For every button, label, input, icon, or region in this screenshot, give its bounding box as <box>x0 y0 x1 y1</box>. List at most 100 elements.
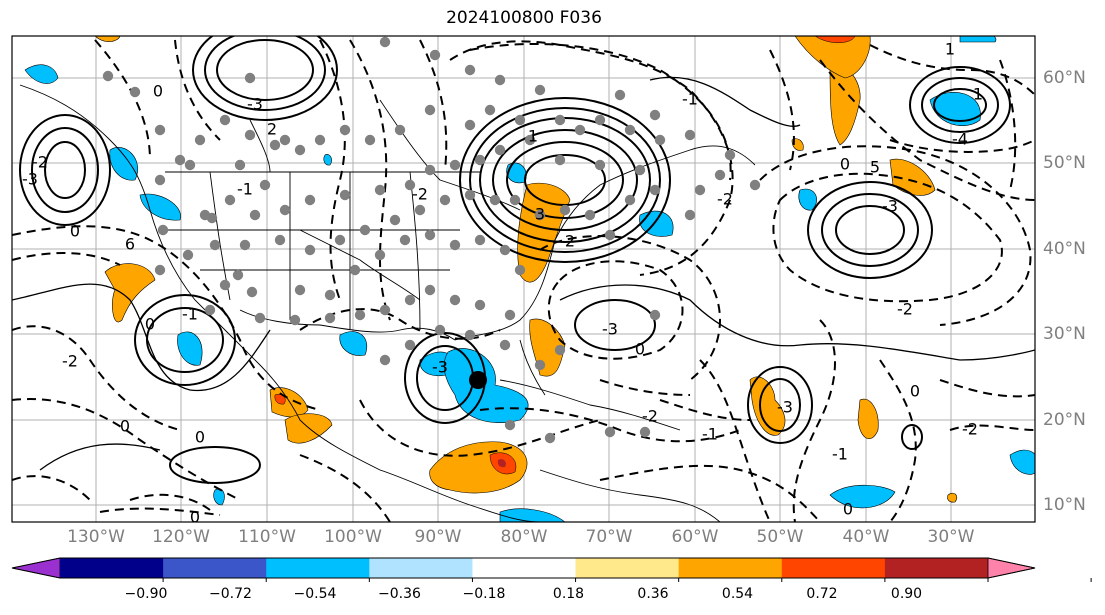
contour-label: 0 <box>840 155 850 174</box>
station-dot <box>404 179 416 191</box>
contour-label-group: 0000000000-1-1-1-1-2-2-2-2-2-2-2-3-3-3-3… <box>22 40 983 527</box>
negative-anomaly-shading <box>24 36 1035 522</box>
station-dot <box>259 179 271 191</box>
station-dot <box>684 209 696 221</box>
station-dot <box>474 154 486 166</box>
station-dot <box>359 224 371 236</box>
colorbar-segment <box>266 558 370 578</box>
colorbar-tick-label: −0.90 <box>124 586 168 602</box>
station-dot <box>154 174 166 186</box>
station-dot <box>174 154 186 166</box>
contour-label: -3 <box>432 358 448 377</box>
contour-label: 0 <box>910 382 920 401</box>
storm-center-marker <box>469 371 487 389</box>
station-dot <box>544 432 556 444</box>
longitude-label: 120°W <box>152 527 210 547</box>
contour-label: 0 <box>195 428 205 447</box>
contour-label: -2 <box>32 153 48 172</box>
station-dot <box>194 134 206 146</box>
contour-label: 0 <box>843 500 853 519</box>
station-dot <box>374 249 386 261</box>
station-dot <box>294 144 306 156</box>
colorbar-segment <box>163 558 267 578</box>
colorbar-segment <box>678 558 783 578</box>
station-dot <box>449 239 461 251</box>
solid-contours <box>19 36 1011 484</box>
contour-label: -3 <box>22 170 38 189</box>
station-dot <box>199 209 211 221</box>
colorbar-segment <box>60 558 164 578</box>
latitude-label: 50°N <box>1043 153 1086 173</box>
station-dot <box>424 104 436 116</box>
station-dot <box>509 194 521 206</box>
colorbar <box>11 557 1092 582</box>
station-dot <box>584 209 596 221</box>
station-dot <box>449 159 461 171</box>
longitude-label: 50°W <box>756 527 804 547</box>
station-dot <box>634 164 646 176</box>
station-dot <box>389 214 401 226</box>
contour-label: -2 <box>642 407 658 426</box>
contour-label: -2 <box>62 352 78 371</box>
station-dot <box>279 204 291 216</box>
station-dot <box>209 239 221 251</box>
contour-label: 0 <box>70 222 80 241</box>
station-dot <box>379 36 391 48</box>
station-dot <box>239 239 251 251</box>
station-dot <box>504 309 516 321</box>
contour-label: 0 <box>145 315 155 334</box>
station-dot <box>534 84 546 96</box>
station-dot <box>554 154 566 166</box>
station-dot <box>269 139 281 151</box>
map-frame <box>11 35 1036 523</box>
colorbar-tick-label: −0.18 <box>462 586 506 602</box>
station-dot <box>424 284 436 296</box>
station-dot <box>614 89 626 101</box>
station-dot <box>464 119 476 131</box>
station-dot <box>254 312 266 324</box>
station-dot <box>102 70 114 82</box>
station-dot <box>534 209 546 221</box>
colorbar-segment <box>884 558 989 578</box>
contour-label: 5 <box>870 158 880 177</box>
station-dot <box>324 312 336 324</box>
station-dot <box>424 164 436 176</box>
station-dot <box>154 264 166 276</box>
colorbar-tick-label: 0.18 <box>552 586 585 602</box>
station-dot <box>234 159 246 171</box>
station-dot <box>649 309 661 321</box>
station-dot <box>464 189 476 201</box>
station-dot <box>249 209 261 221</box>
station-dot <box>594 159 606 171</box>
station-dot <box>424 229 436 241</box>
colorbar-segment <box>575 558 680 578</box>
contour-label: -4 <box>952 130 968 149</box>
longitude-label: 60°W <box>671 527 719 547</box>
longitude-label: 40°W <box>842 527 890 547</box>
dashed-contours <box>12 39 1035 522</box>
station-dot <box>724 149 736 161</box>
station-dot <box>499 339 511 351</box>
station-dot <box>694 184 706 196</box>
latitude-label: 20°N <box>1043 410 1086 430</box>
station-dot <box>304 244 316 256</box>
colorbar-tick-label: 0.72 <box>806 586 838 602</box>
station-dot <box>154 124 166 136</box>
longitude-label: 70°W <box>585 527 633 547</box>
station-dot <box>434 324 446 336</box>
station-dot <box>624 194 636 206</box>
station-dot <box>514 114 526 126</box>
thin-solid-contours <box>12 76 1035 471</box>
colorbar-segment <box>472 558 577 578</box>
station-dot <box>339 124 351 136</box>
station-dot <box>714 169 726 181</box>
station-dot <box>494 144 506 156</box>
colorbar-tick-label: 0.90 <box>890 586 923 602</box>
contour-label: 0 <box>635 340 645 359</box>
station-dot <box>182 249 194 261</box>
map-title: 2024100800 F036 <box>446 8 602 28</box>
contour-label: -1 <box>702 425 718 444</box>
station-dot <box>129 86 141 98</box>
colorbar-tick-label: 0.36 <box>637 586 669 602</box>
contour-label: -1 <box>237 180 253 199</box>
